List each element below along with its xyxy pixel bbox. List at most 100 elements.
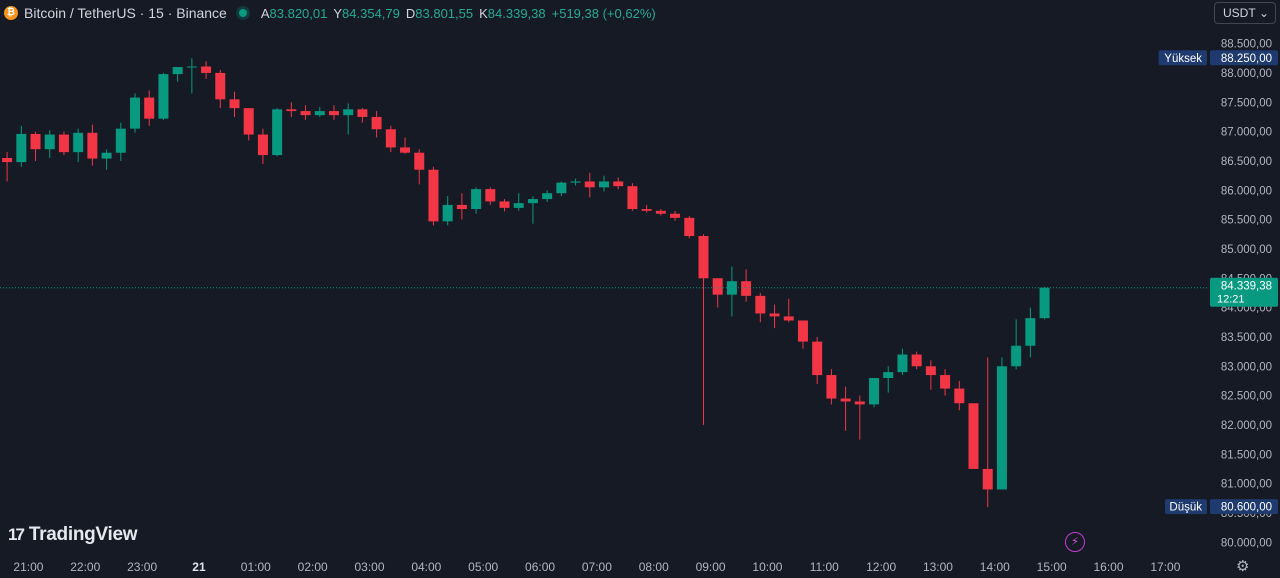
tradingview-logo-text: TradingView (28, 524, 138, 545)
candle-body (328, 111, 339, 116)
candle (357, 108, 368, 123)
candle (158, 72, 169, 120)
candle-body (101, 152, 112, 159)
candle (570, 178, 581, 186)
candle-body (869, 378, 880, 405)
candle (542, 190, 553, 202)
candle-body (968, 403, 979, 469)
x-tick-label: 23:00 (127, 560, 157, 574)
candle-body (229, 99, 240, 109)
candle (840, 386, 851, 431)
candle-body (783, 316, 794, 321)
high-label: Yüksek (1164, 53, 1202, 65)
candle-body (499, 201, 510, 208)
candle-body (741, 281, 752, 296)
candle-body (755, 295, 766, 314)
y-tick-label: 85.500,00 (1221, 215, 1272, 227)
candle-body (300, 111, 311, 116)
candle (428, 166, 439, 226)
symbol-title[interactable]: Bitcoin / TetherUS · 15 · Binance (24, 5, 227, 21)
candle (996, 357, 1007, 490)
candle (812, 336, 823, 384)
y-tick-label: 88.000,00 (1221, 68, 1272, 80)
low-label-box (1165, 499, 1207, 515)
lightning-icon[interactable]: ⚡ (1065, 532, 1085, 552)
candle (144, 90, 155, 126)
candle (883, 366, 894, 393)
candle (442, 196, 453, 226)
candle (513, 193, 524, 211)
x-tick-label: 10:00 (752, 560, 782, 574)
x-tick-label: 06:00 (525, 560, 555, 574)
candle-body (954, 388, 965, 404)
bitcoin-icon: ₿ (4, 6, 18, 20)
x-tick-label: 02:00 (298, 560, 328, 574)
candle (343, 103, 354, 135)
candle (684, 216, 695, 239)
current-price-box (1210, 277, 1278, 307)
high-value-box (1210, 50, 1278, 66)
candle (527, 196, 538, 224)
candle-body (130, 97, 141, 129)
candle-body (527, 199, 538, 204)
x-tick-label: 14:00 (980, 560, 1010, 574)
y-tick-label: 83.000,00 (1221, 361, 1272, 373)
candle (471, 187, 482, 214)
tradingview-logo[interactable]: 17 TradingView (8, 524, 138, 546)
candle-body (627, 186, 638, 210)
currency-select[interactable]: USDT ⌄ (1214, 2, 1276, 24)
candle (641, 204, 652, 213)
candle-body (883, 372, 894, 378)
candle (925, 360, 936, 390)
y-tick-label: 83.500,00 (1221, 332, 1272, 344)
candle-body (613, 181, 624, 187)
candle-body (542, 193, 553, 200)
high-marker: 88.250,00 Yüksek (1158, 50, 1278, 66)
candle (400, 137, 411, 154)
candle-body (357, 109, 368, 117)
ohlc-high-key: Y (333, 5, 343, 21)
candle (1011, 319, 1022, 370)
candle (783, 298, 794, 323)
candle-body (186, 66, 197, 68)
candle-body (442, 204, 453, 222)
candle-body (712, 278, 723, 295)
candle-body (513, 203, 524, 208)
time-axis[interactable]: 21:00 22:00 23:00 21 01:00 02:00 03:00 04:00 05:… (13, 560, 1180, 574)
x-tick-label: 11:00 (810, 560, 839, 574)
candle-body (940, 375, 951, 389)
candle-body (996, 366, 1007, 490)
candle (911, 351, 922, 370)
candle-body (158, 74, 169, 119)
candle (755, 292, 766, 323)
candle (1025, 307, 1036, 358)
candle-body (556, 182, 567, 194)
y-tick-label: 85.000,00 (1221, 244, 1272, 256)
candle-body (144, 97, 155, 119)
settings-gear-icon[interactable]: ⚙ (1236, 558, 1250, 575)
y-tick-label: 81.500,00 (1221, 449, 1272, 461)
candle-body (655, 210, 666, 214)
candle (328, 105, 339, 120)
y-tick-label: 80.000,00 (1221, 537, 1272, 549)
candle-body (769, 313, 780, 317)
candle (87, 124, 98, 166)
x-tick-label: 12:00 (866, 560, 896, 574)
candle-body (854, 401, 865, 405)
high-value: 88.250,00 (1221, 53, 1272, 65)
low-value-box (1210, 499, 1278, 515)
x-tick-label: 03:00 (354, 560, 384, 574)
ohlc-close-value: 84.339,38 (487, 5, 546, 21)
candle-body (1039, 287, 1050, 319)
y-tick-label: 81.000,00 (1221, 479, 1272, 491)
candle (1039, 286, 1050, 320)
candle-body (314, 111, 325, 116)
candle-body (2, 158, 13, 163)
low-label: Düşük (1169, 502, 1202, 514)
candle (826, 369, 837, 405)
x-tick-label: 13:00 (923, 560, 953, 574)
x-tick-label: 09:00 (696, 560, 726, 574)
candle (940, 369, 951, 396)
